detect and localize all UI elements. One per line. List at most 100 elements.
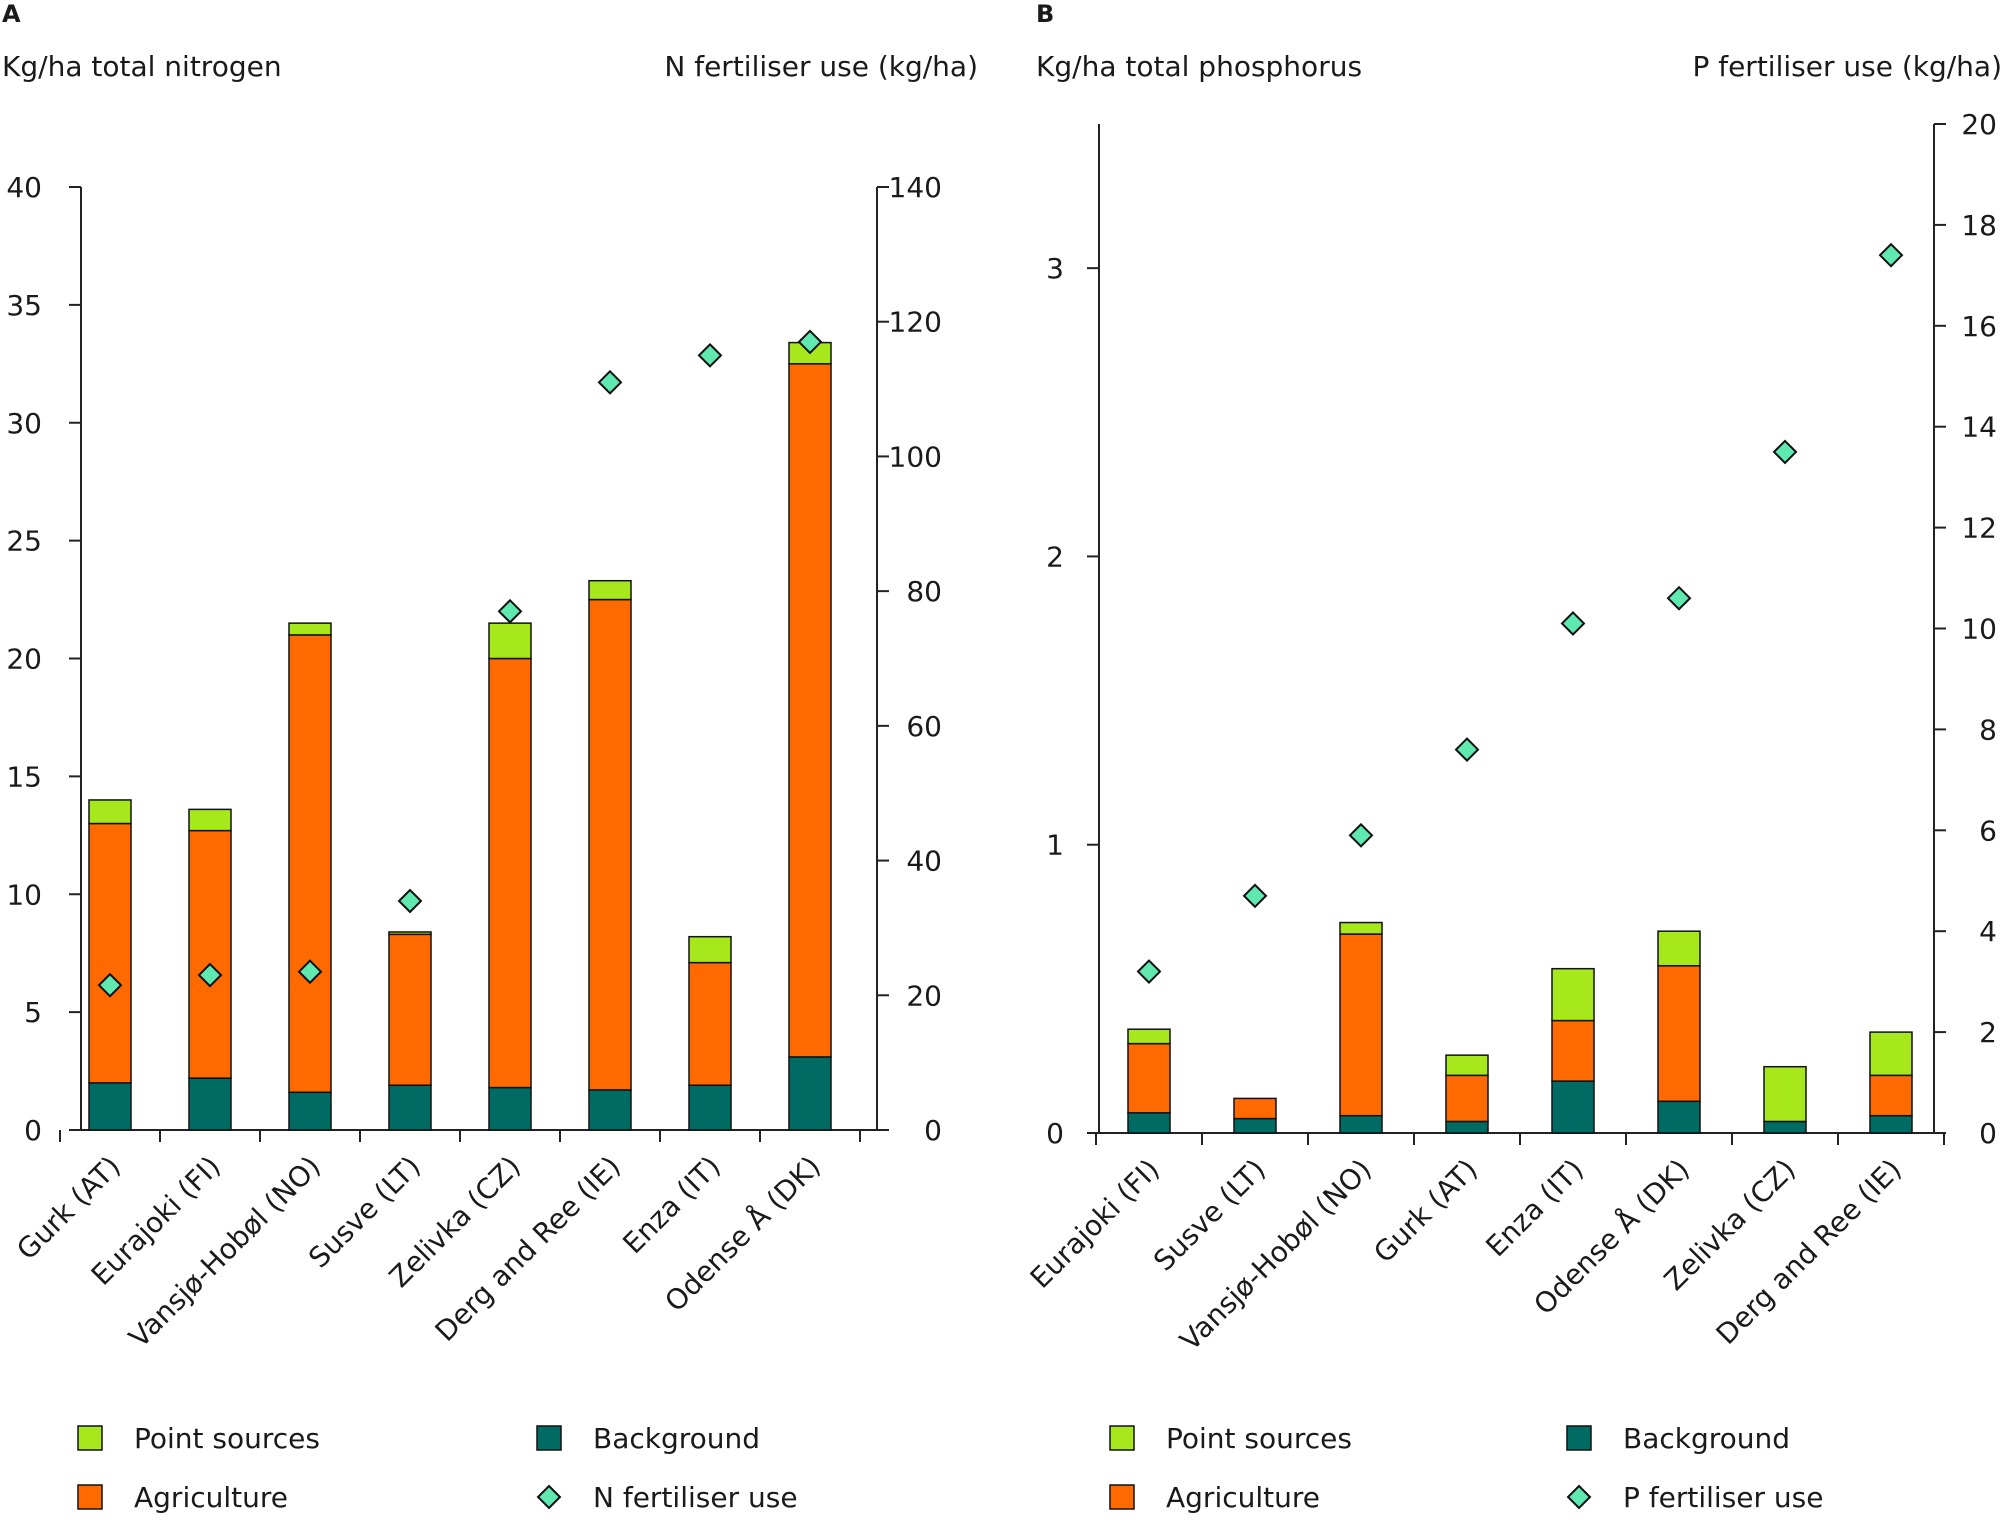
y-left-tick-label: 15 [6, 760, 42, 793]
fertiliser-use-marker [1772, 439, 1798, 465]
fertiliser-use-marker [597, 369, 623, 395]
y-right-tick-label: 2 [1979, 1016, 1997, 1049]
y-left-tick-label: 1 [1046, 829, 1064, 862]
bar-segment-background [1127, 1112, 1171, 1134]
bar-segment-agriculture [1551, 1019, 1595, 1082]
fertiliser-use-marker [1560, 611, 1586, 636]
bar-segment-background [1869, 1114, 1913, 1134]
legend-label: Point sources [1166, 1422, 1352, 1455]
bar-segment-agriculture [88, 822, 132, 1084]
fertiliser-use-marker [497, 598, 523, 624]
bar-segment-agriculture [188, 829, 232, 1079]
y-right-tick-label: 20 [1961, 108, 1997, 141]
y-right-tick-label: 6 [1979, 814, 1997, 847]
chart-panel-a: A Kg/ha total nitrogen N fertiliser use (k… [2, 0, 978, 1514]
y-axis-right-title: P fertiliser use (kg/ha) [1692, 50, 2002, 83]
chart-panel-b: B Kg/ha total phosphorus P fertiliser use … [1024, 0, 2002, 1514]
bar-segment-point-sources [588, 579, 632, 601]
bar-segment-background [288, 1091, 332, 1131]
bar-segment-agriculture [588, 598, 632, 1091]
y-axis-right-title: N fertiliser use (kg/ha) [664, 50, 978, 83]
bar-segment-agriculture [388, 933, 432, 1086]
y-left-tick-label: 25 [6, 525, 42, 558]
legend-label: Agriculture [1166, 1481, 1320, 1514]
y-right-tick-label: 14 [1961, 411, 1997, 444]
legend-swatch-background [1566, 1425, 1592, 1451]
legend-swatch-fertiliser-use [1566, 1484, 1592, 1510]
fertiliser-use-marker [697, 342, 723, 368]
y-left-tick-label: 2 [1046, 540, 1064, 573]
bar-segment-background [1763, 1120, 1807, 1134]
y-left-tick-label: 20 [6, 643, 42, 676]
bar-segment-point-sources [1869, 1031, 1913, 1077]
y-left-tick-label: 5 [24, 996, 42, 1029]
y-right-tick-label: 0 [924, 1114, 942, 1147]
legend-label: Background [1623, 1422, 1790, 1455]
fertiliser-use-marker [1878, 242, 1904, 268]
y-axis-left-title: Kg/ha total nitrogen [2, 50, 282, 83]
fertiliser-use-marker [397, 888, 423, 914]
bar-segment-agriculture [488, 657, 532, 1089]
bar-segment-point-sources [1657, 930, 1701, 967]
bar-segment-background [1445, 1120, 1489, 1134]
bar-segment-point-sources [288, 622, 332, 636]
fertiliser-use-marker [1666, 585, 1692, 611]
bar-segment-agriculture [788, 363, 832, 1058]
fertiliser-use-marker [197, 962, 223, 988]
legend-swatch-fertiliser-use [536, 1484, 562, 1510]
y-right-tick-label: 40 [906, 845, 942, 878]
panel-letter: B [1036, 0, 1054, 28]
legend-swatch-agriculture [77, 1484, 103, 1510]
y-right-tick-label: 12 [1961, 512, 1997, 545]
bar-segment-background [1551, 1080, 1595, 1134]
y-right-tick-label: 4 [1979, 915, 1997, 948]
y-right-tick-label: 10 [1961, 613, 1997, 646]
bar-segment-point-sources [1551, 967, 1595, 1022]
y-right-tick-label: 120 [889, 306, 942, 339]
bar-segment-point-sources [1339, 921, 1383, 935]
x-category-label: Enza (IT) [1479, 1153, 1590, 1264]
legend-label: N fertiliser use [593, 1481, 798, 1514]
fertiliser-use-marker [1136, 959, 1162, 984]
y-left-tick-label: 35 [6, 289, 42, 322]
x-category-label: Vansjø-Hobøl (NO) [123, 1150, 327, 1354]
bar-segment-point-sources [188, 808, 232, 832]
bar-segment-point-sources [388, 931, 432, 936]
bar-segment-agriculture [1657, 965, 1701, 1103]
bar-segment-agriculture [1127, 1042, 1171, 1114]
x-category-label: Vansjø-Hobøl (NO) [1174, 1153, 1378, 1357]
bar-segment-point-sources [88, 799, 132, 825]
y-left-tick-label: 40 [6, 171, 42, 204]
x-category-label: Eurajoki (FI) [1024, 1153, 1166, 1295]
bar-segment-agriculture [288, 634, 332, 1094]
bar-segment-point-sources [688, 935, 732, 964]
bar-segment-background [188, 1077, 232, 1131]
bar-segment-point-sources [1127, 1028, 1171, 1045]
legend-label: Agriculture [134, 1481, 288, 1514]
y-axis-left-title: Kg/ha total phosphorus [1036, 50, 1362, 83]
y-right-tick-label: 18 [1961, 209, 1997, 242]
bar-segment-point-sources [488, 622, 532, 660]
fertiliser-use-marker [797, 329, 823, 355]
legend-label: Background [593, 1422, 760, 1455]
legend-swatch-agriculture [1109, 1484, 1135, 1510]
bar-segment-background [488, 1086, 532, 1131]
bar-segment-background [788, 1056, 832, 1131]
y-right-tick-label: 0 [1979, 1117, 1997, 1150]
fertiliser-use-marker [297, 959, 323, 985]
x-category-label: Derg and Ree (IE) [429, 1150, 627, 1348]
bar-segment-background [1339, 1114, 1383, 1134]
bar-segment-agriculture [1339, 933, 1383, 1117]
y-right-tick-label: 140 [889, 171, 942, 204]
bar-segment-agriculture [1233, 1097, 1277, 1120]
bar-segment-agriculture [1445, 1074, 1489, 1123]
bar-segment-agriculture [688, 961, 732, 1086]
legend-label: P fertiliser use [1623, 1481, 1823, 1514]
x-category-label: Gurk (AT) [1367, 1153, 1484, 1270]
fertiliser-use-marker [1348, 822, 1374, 848]
bar-segment-background [1657, 1100, 1701, 1134]
y-right-tick-label: 8 [1979, 713, 1997, 746]
y-right-tick-label: 100 [889, 440, 942, 473]
legend-label: Point sources [134, 1422, 320, 1455]
